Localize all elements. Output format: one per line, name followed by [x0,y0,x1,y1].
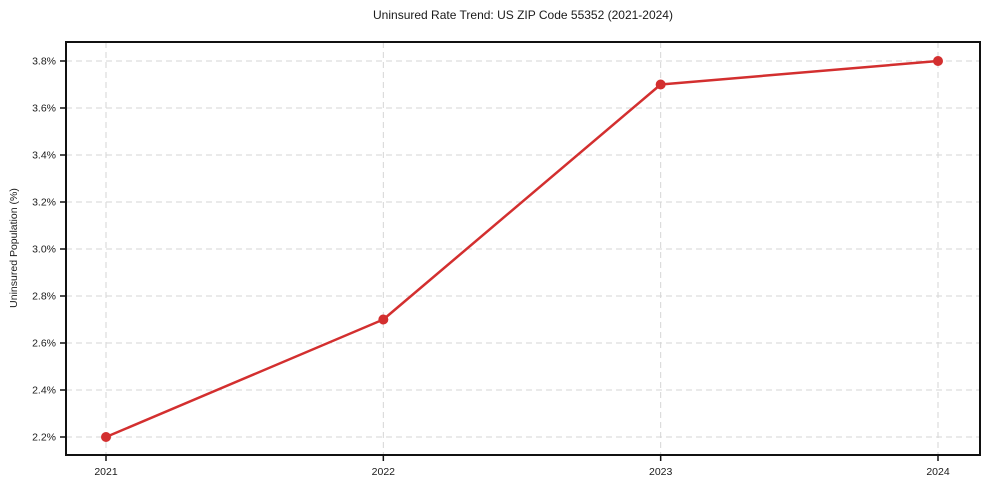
y-tick-label: 2.8% [32,291,56,303]
y-tick-label: 3.4% [32,150,56,162]
x-tick-label: 2022 [372,466,396,478]
y-tick-label: 2.2% [32,432,56,444]
data-point [101,432,111,442]
x-tick-label: 2023 [649,466,673,478]
y-tick-label: 3.8% [32,56,56,68]
data-point [378,314,389,325]
x-tick-label: 2024 [926,466,950,478]
y-tick-label: 3.0% [32,244,56,256]
trend-line [104,59,940,439]
data-point [933,56,943,66]
x-tick-label: 2021 [94,466,118,478]
y-tick-label: 3.6% [32,103,56,115]
y-tick-label: 3.2% [32,197,56,209]
chart-title: Uninsured Rate Trend: US ZIP Code 55352 … [373,8,673,22]
y-tick-label: 2.6% [32,338,56,350]
plot-border [65,41,981,456]
y-tick-label: 2.4% [32,385,56,397]
y-axis-label: Uninsured Population (%) [8,188,20,308]
data-point [655,79,666,90]
